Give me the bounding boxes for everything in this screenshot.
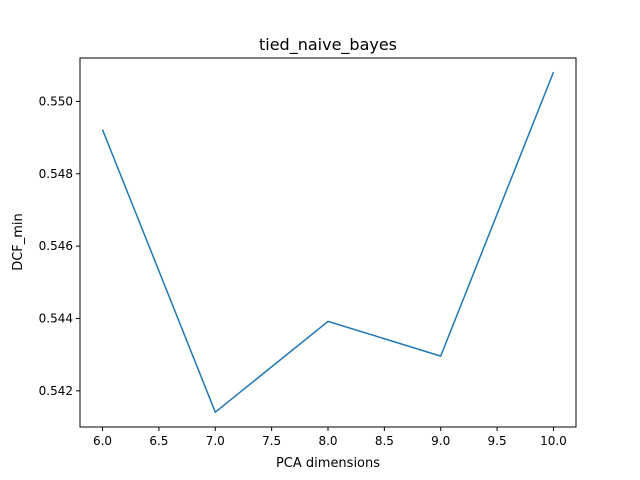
series-layer bbox=[101, 71, 555, 413]
chart-title: tied_naive_bayes bbox=[259, 35, 397, 55]
x-tick-label: 6.0 bbox=[93, 434, 112, 448]
x-tick-label: 10.0 bbox=[540, 434, 567, 448]
y-tick-label: 0.542 bbox=[39, 384, 73, 398]
x-tick-label: 9.0 bbox=[431, 434, 450, 448]
x-tick-label: 7.5 bbox=[262, 434, 281, 448]
ticks-layer: 6.0 6.5 7.0 7.5 8.0 8.5 9.0 9.5 10.0 0.542 0.544 0.… bbox=[39, 94, 567, 448]
y-axis-label: DCF_min bbox=[11, 213, 26, 271]
plot-frame bbox=[79, 57, 577, 428]
y-tick-label: 0.548 bbox=[39, 167, 73, 181]
y-tick-label: 0.544 bbox=[39, 311, 73, 325]
x-tick-label: 8.0 bbox=[318, 434, 337, 448]
y-tick-label: 0.546 bbox=[39, 239, 73, 253]
y-tick-label: 0.550 bbox=[39, 94, 73, 108]
x-axis-label: PCA dimensions bbox=[276, 456, 380, 471]
x-tick-label: 6.5 bbox=[149, 434, 168, 448]
x-tick-label: 9.5 bbox=[488, 434, 507, 448]
series-line bbox=[101, 71, 555, 413]
x-tick-label: 8.5 bbox=[375, 434, 394, 448]
x-tick-label: 7.0 bbox=[206, 434, 225, 448]
